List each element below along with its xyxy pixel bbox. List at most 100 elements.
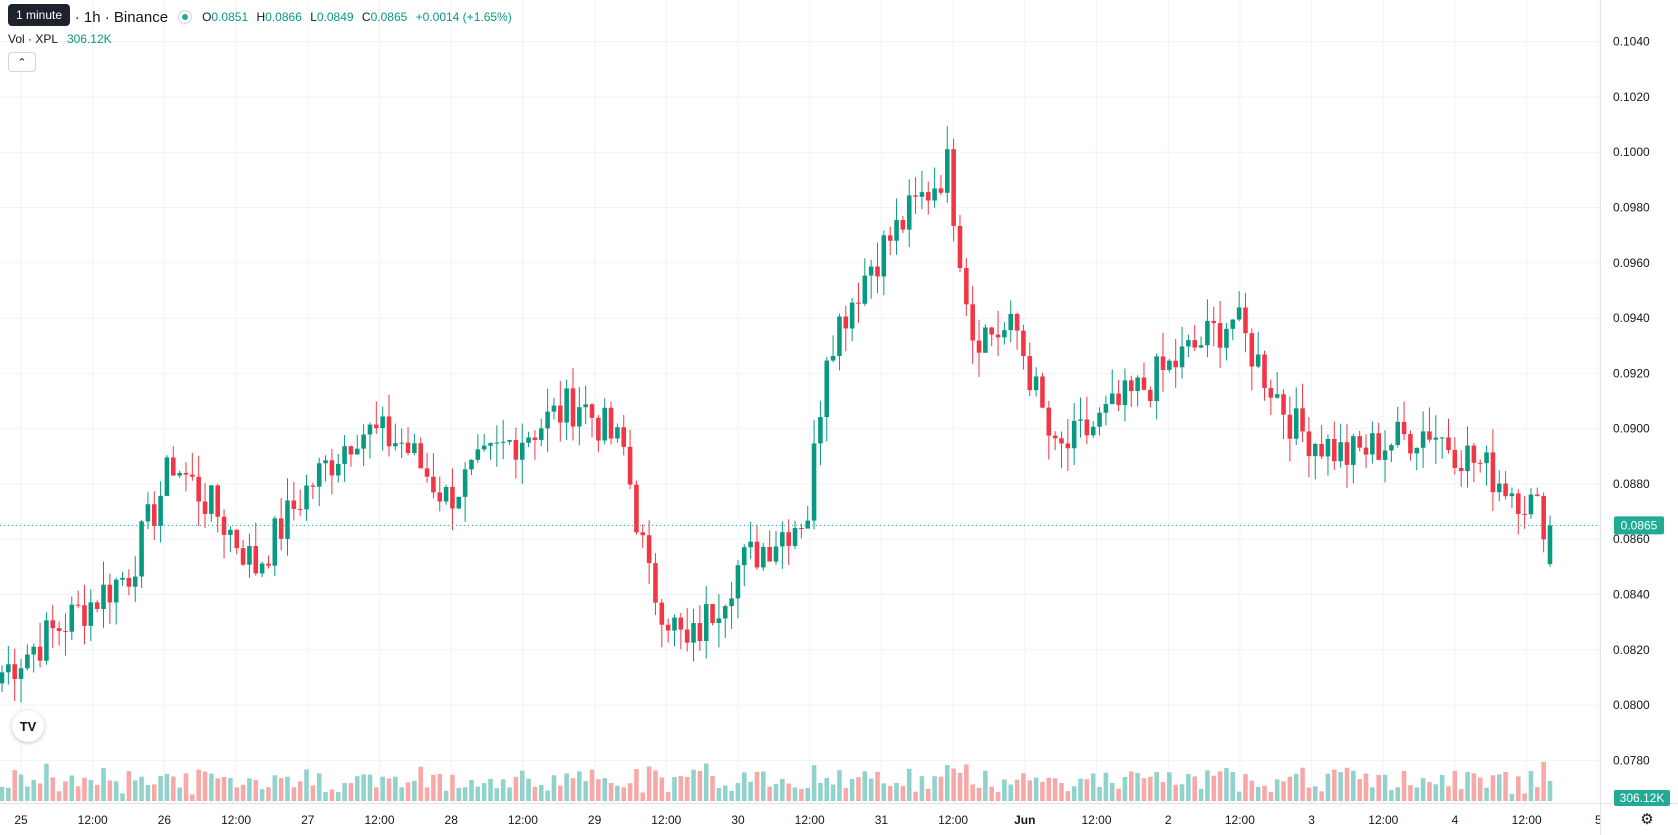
candle-body xyxy=(1363,447,1369,455)
volume-axis-badge xyxy=(1614,790,1670,806)
candle xyxy=(488,442,493,460)
volume-bar xyxy=(1078,778,1083,801)
volume-bar xyxy=(120,793,125,801)
volume-bar xyxy=(1274,779,1280,801)
candle xyxy=(646,520,652,585)
candle-body xyxy=(1370,433,1375,455)
volume-bar xyxy=(735,783,741,801)
candle-body xyxy=(1154,356,1159,402)
candle xyxy=(31,643,37,673)
price-tick-label: 0.0960 xyxy=(1613,256,1650,270)
candle xyxy=(1490,429,1496,512)
candle xyxy=(564,379,569,441)
candle xyxy=(450,468,455,531)
candle xyxy=(1236,291,1242,322)
candle xyxy=(900,216,906,234)
candle-body xyxy=(672,617,677,631)
time-tick-label: 12:00 xyxy=(221,813,251,827)
candle xyxy=(1230,319,1236,341)
candle xyxy=(291,482,297,521)
volume-bar xyxy=(335,791,341,801)
candle-body xyxy=(329,460,335,476)
candle-body xyxy=(1236,307,1242,320)
candle xyxy=(615,423,620,443)
gear-icon[interactable]: ⚙ xyxy=(1640,811,1654,828)
candle-body xyxy=(437,492,443,502)
candle xyxy=(443,484,449,505)
volume-bar xyxy=(1535,787,1540,801)
volume-bar xyxy=(393,776,398,801)
candle-body xyxy=(1262,354,1267,389)
volume-bar xyxy=(665,791,671,801)
candle-body xyxy=(621,427,627,447)
candle-body xyxy=(1541,496,1546,540)
candle xyxy=(830,335,836,363)
candle-body xyxy=(1052,435,1058,439)
candle-body xyxy=(1446,437,1451,450)
candle-body xyxy=(132,576,138,587)
candle xyxy=(627,429,633,490)
candle-body xyxy=(316,463,322,487)
candle xyxy=(653,553,658,616)
candle-body xyxy=(456,496,462,509)
candle-body xyxy=(710,604,715,623)
candle xyxy=(462,462,468,522)
candle xyxy=(1014,312,1020,350)
candle xyxy=(69,596,75,641)
candle xyxy=(773,531,779,565)
volume-bar xyxy=(1262,785,1267,801)
volume-bar xyxy=(1414,787,1420,801)
price-tick-label: 0.0900 xyxy=(1613,422,1650,436)
candle xyxy=(748,521,753,559)
candle-body xyxy=(1179,346,1185,368)
candle xyxy=(278,498,284,551)
volume-bar xyxy=(215,778,220,801)
candle-body xyxy=(843,316,849,329)
candle-body xyxy=(190,474,195,477)
candle-body xyxy=(818,417,823,444)
candle xyxy=(589,403,595,438)
volume-bar xyxy=(634,769,639,801)
volume-bar xyxy=(653,770,658,801)
candle xyxy=(75,590,81,609)
candle-body xyxy=(374,424,379,429)
volume-bar xyxy=(107,780,113,801)
candle-body xyxy=(88,602,94,626)
candle xyxy=(640,524,646,548)
last-price-label: 0.0865 xyxy=(1621,518,1658,532)
volume-bar xyxy=(1306,787,1312,801)
candle xyxy=(545,388,550,452)
market-status-icon[interactable] xyxy=(178,10,193,24)
volume-bar xyxy=(50,777,56,801)
volume-bar xyxy=(1528,771,1534,801)
candle xyxy=(507,439,512,446)
candle-body xyxy=(215,485,220,517)
candle xyxy=(82,584,87,645)
tradingview-logo-icon[interactable]: TV xyxy=(12,710,44,742)
volume-bar xyxy=(837,770,842,801)
volume-bar xyxy=(1065,791,1071,801)
candle xyxy=(304,474,309,521)
candle xyxy=(1135,375,1140,407)
volume-bar xyxy=(919,776,925,801)
candle-body xyxy=(469,459,474,470)
candle xyxy=(684,607,690,652)
volume-bar xyxy=(1395,787,1401,801)
candle xyxy=(285,478,290,556)
price-tick-label: 0.0840 xyxy=(1613,588,1650,602)
candle xyxy=(120,571,125,586)
candle xyxy=(310,482,316,500)
volume-bar xyxy=(18,774,24,801)
candle-body xyxy=(545,411,550,429)
time-tick-label: 28 xyxy=(445,813,459,827)
volume-bar xyxy=(1408,785,1413,801)
collapse-legend-button[interactable]: ⌃ xyxy=(8,52,36,72)
volume-bar xyxy=(1268,791,1274,801)
candle xyxy=(202,482,208,529)
candle-body xyxy=(646,535,652,564)
candle xyxy=(1116,380,1121,412)
volume-label[interactable]: Vol · XPL xyxy=(8,32,58,46)
candle xyxy=(1198,336,1204,349)
candle xyxy=(107,573,113,624)
